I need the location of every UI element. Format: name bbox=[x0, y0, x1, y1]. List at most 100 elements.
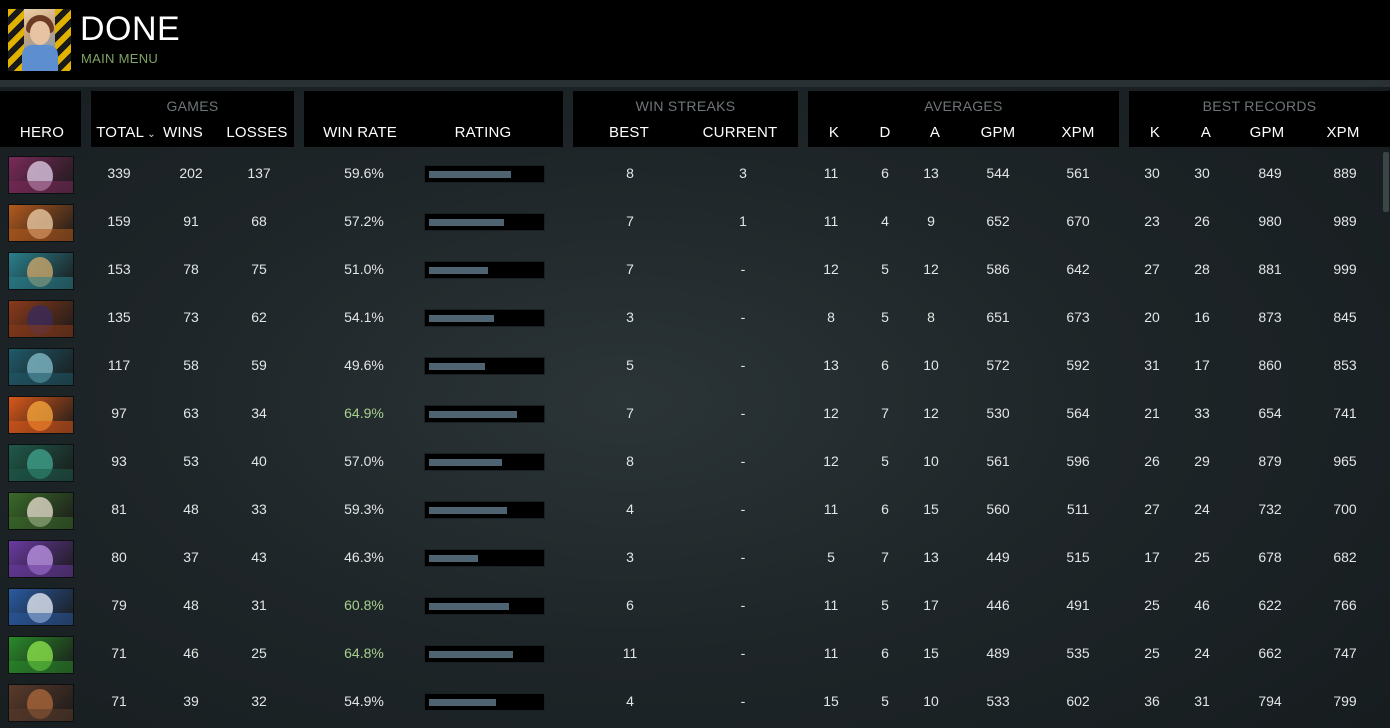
col-win-rate[interactable]: WIN RATE bbox=[323, 124, 397, 141]
table-row[interactable]: 159 91 68 57.2% 7 1 11 4 9 652 670 23 26 980 989 bbox=[0, 198, 1380, 246]
rating-bar-fill bbox=[429, 603, 509, 610]
rating-bar bbox=[424, 357, 545, 375]
cell-avg-xpm: 673 bbox=[1066, 309, 1090, 325]
cell-avg-xpm: 564 bbox=[1066, 405, 1090, 421]
hero-portrait-icon[interactable] bbox=[8, 636, 74, 674]
table-row[interactable]: 71 39 32 54.9% 4 - 15 5 10 533 602 36 31 794 799 bbox=[0, 678, 1380, 726]
cell-win-rate: 51.0% bbox=[344, 261, 384, 277]
hero-portrait-icon[interactable] bbox=[8, 348, 74, 386]
table-row[interactable]: 80 37 43 46.3% 3 - 5 7 13 449 515 17 25 678 682 bbox=[0, 534, 1380, 582]
header-box-averages bbox=[808, 91, 1119, 147]
cell-wins: 53 bbox=[183, 453, 199, 469]
cell-avg-gpm: 533 bbox=[986, 693, 1010, 709]
scrollbar-thumb[interactable] bbox=[1383, 152, 1389, 212]
cell-best-xpm: 766 bbox=[1333, 597, 1357, 613]
table-row[interactable]: 81 48 33 59.3% 4 - 11 6 15 560 511 27 24 732 700 bbox=[0, 486, 1380, 534]
hero-portrait-icon[interactable] bbox=[8, 156, 74, 194]
cell-streak-current: - bbox=[740, 453, 746, 469]
table-row[interactable]: 339 202 137 59.6% 8 3 11 6 13 544 561 30 30 849 889 bbox=[0, 150, 1380, 198]
cell-avg-k: 11 bbox=[823, 165, 839, 181]
table-row[interactable]: 71 46 25 64.8% 11 - 11 6 15 489 535 25 24 662 747 bbox=[0, 630, 1380, 678]
col-best-xpm[interactable]: XPM bbox=[1326, 124, 1360, 141]
cell-avg-d: 4 bbox=[881, 213, 889, 229]
col-rating[interactable]: RATING bbox=[454, 124, 512, 141]
cell-best-a: 26 bbox=[1194, 213, 1210, 229]
user-avatar[interactable] bbox=[8, 9, 71, 71]
cell-best-k: 21 bbox=[1144, 405, 1160, 421]
cell-win-rate: 46.3% bbox=[344, 549, 384, 565]
col-losses[interactable]: LOSSES bbox=[226, 124, 288, 141]
col-streak-best[interactable]: BEST bbox=[609, 124, 649, 141]
cell-avg-gpm: 449 bbox=[986, 549, 1010, 565]
hero-portrait-ground bbox=[9, 613, 73, 625]
rating-bar bbox=[424, 165, 545, 183]
cell-best-a: 31 bbox=[1194, 693, 1210, 709]
col-best-a[interactable]: A bbox=[1200, 124, 1212, 141]
cell-streak-current: 1 bbox=[739, 213, 747, 229]
cell-best-a: 28 bbox=[1194, 261, 1210, 277]
cell-avg-xpm: 511 bbox=[1066, 501, 1090, 517]
rating-bar-fill bbox=[429, 219, 504, 226]
cell-best-gpm: 662 bbox=[1258, 645, 1282, 661]
cell-streak-best: 11 bbox=[622, 645, 638, 661]
cell-losses: 31 bbox=[251, 597, 267, 613]
cell-total: 80 bbox=[111, 549, 127, 565]
hero-portrait-icon[interactable] bbox=[8, 252, 74, 290]
cell-best-k: 26 bbox=[1144, 453, 1160, 469]
cell-avg-a: 13 bbox=[923, 165, 939, 181]
cell-streak-current: - bbox=[740, 357, 746, 373]
cell-total: 79 bbox=[111, 597, 127, 613]
col-best-k[interactable]: K bbox=[1149, 124, 1161, 141]
col-wins[interactable]: WINS bbox=[163, 124, 203, 141]
cell-avg-xpm: 491 bbox=[1066, 597, 1090, 613]
col-hero[interactable]: HERO bbox=[19, 124, 65, 141]
table-row[interactable]: 117 58 59 49.6% 5 - 13 6 10 572 592 31 17 860 853 bbox=[0, 342, 1380, 390]
hero-portrait-icon[interactable] bbox=[8, 540, 74, 578]
col-best-gpm[interactable]: GPM bbox=[1249, 124, 1285, 141]
col-streak-current[interactable]: CURRENT bbox=[702, 124, 778, 141]
hero-portrait-icon[interactable] bbox=[8, 684, 74, 722]
cell-avg-d: 5 bbox=[881, 597, 889, 613]
hero-portrait-icon[interactable] bbox=[8, 300, 74, 338]
col-avg-d[interactable]: D bbox=[879, 124, 891, 141]
col-avg-gpm[interactable]: GPM bbox=[980, 124, 1016, 141]
table-row[interactable]: 79 48 31 60.8% 6 - 11 5 17 446 491 25 46 622 766 bbox=[0, 582, 1380, 630]
col-avg-xpm[interactable]: XPM bbox=[1061, 124, 1095, 141]
hero-portrait-icon[interactable] bbox=[8, 396, 74, 434]
cell-best-k: 20 bbox=[1144, 309, 1160, 325]
col-avg-a[interactable]: A bbox=[929, 124, 941, 141]
hero-portrait-icon[interactable] bbox=[8, 588, 74, 626]
table-row[interactable]: 135 73 62 54.1% 3 - 8 5 8 651 673 20 16 873 845 bbox=[0, 294, 1380, 342]
hero-portrait-ground bbox=[9, 229, 73, 241]
table-row[interactable]: 97 63 34 64.9% 7 - 12 7 12 530 564 21 33 654 741 bbox=[0, 390, 1380, 438]
avatar-body bbox=[22, 45, 58, 71]
col-total[interactable]: TOTAL ⌄ bbox=[92, 124, 160, 141]
done-title[interactable]: DONE bbox=[80, 10, 181, 48]
cell-wins: 58 bbox=[183, 357, 199, 373]
col-avg-k[interactable]: K bbox=[828, 124, 840, 141]
hero-portrait-icon[interactable] bbox=[8, 444, 74, 482]
cell-wins: 73 bbox=[183, 309, 199, 325]
cell-avg-d: 5 bbox=[881, 261, 889, 277]
cell-losses: 62 bbox=[251, 309, 267, 325]
cell-wins: 48 bbox=[183, 501, 199, 517]
table-row[interactable]: 93 53 40 57.0% 8 - 12 5 10 561 596 26 29 879 965 bbox=[0, 438, 1380, 486]
cell-avg-k: 11 bbox=[823, 213, 839, 229]
cell-losses: 137 bbox=[247, 165, 271, 181]
cell-best-xpm: 700 bbox=[1333, 501, 1357, 517]
main-menu-link[interactable]: MAIN MENU bbox=[81, 51, 159, 66]
hero-portrait-icon[interactable] bbox=[8, 204, 74, 242]
table-row[interactable]: 153 78 75 51.0% 7 - 12 5 12 586 642 27 28 881 999 bbox=[0, 246, 1380, 294]
cell-avg-gpm: 544 bbox=[986, 165, 1010, 181]
cell-avg-xpm: 592 bbox=[1066, 357, 1090, 373]
cell-best-gpm: 654 bbox=[1258, 405, 1282, 421]
cell-avg-k: 13 bbox=[823, 357, 839, 373]
cell-avg-d: 6 bbox=[881, 501, 889, 517]
cell-losses: 43 bbox=[251, 549, 267, 565]
hero-portrait-ground bbox=[9, 709, 73, 721]
hero-portrait-ground bbox=[9, 469, 73, 481]
cell-win-rate: 64.8% bbox=[344, 645, 384, 661]
hero-portrait-icon[interactable] bbox=[8, 492, 74, 530]
group-averages: AVERAGES bbox=[924, 98, 1003, 114]
cell-streak-best: 5 bbox=[626, 357, 634, 373]
